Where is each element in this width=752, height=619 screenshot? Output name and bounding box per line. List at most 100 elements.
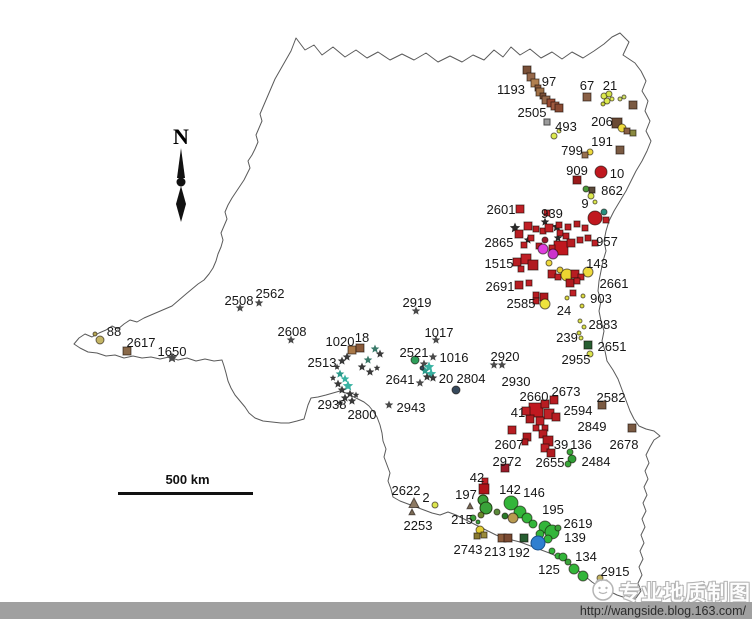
marker-label: 2508 [225, 293, 254, 308]
map-marker-st [352, 391, 360, 398]
marker-label: 2521 [400, 345, 429, 360]
map-marker-sq [543, 118, 551, 126]
marker-label: 2 [422, 490, 429, 505]
marker-label: 2513 [308, 355, 337, 370]
marker-label: 142 [499, 482, 521, 497]
map-marker-sq [546, 448, 556, 458]
marker-label: 2673 [552, 384, 581, 399]
marker-label: 903 [590, 291, 612, 306]
marker-label: 2920 [491, 349, 520, 364]
map-marker-ci [479, 501, 493, 515]
marker-label: 2651 [598, 339, 627, 354]
sample-labels: 1193 97 2505 67 21 493 206 191 799 909 10 862 9 2601 9… [107, 74, 639, 579]
marker-label: 2585 [507, 296, 536, 311]
marker-label: 2607 [495, 437, 524, 452]
map-marker-sq [556, 229, 564, 237]
map-marker-ci [475, 519, 481, 525]
map-marker-st [423, 361, 435, 372]
map-marker-ci [603, 97, 611, 105]
marker-label: 192 [508, 545, 530, 560]
map-marker-st [340, 374, 350, 383]
map-marker-sq [584, 234, 592, 242]
map-marker-sq [615, 145, 625, 155]
map-marker-ci [568, 563, 580, 575]
watermark-url[interactable]: http://wangside.blog.163.com/ [579, 603, 746, 618]
map-marker-sq [525, 414, 535, 424]
marker-label: 143 [586, 256, 608, 271]
map-marker-ci [521, 512, 533, 524]
map-marker-ci [586, 350, 594, 358]
marker-label: 2660 [520, 389, 549, 404]
marker-label: 191 [591, 134, 613, 149]
map-marker-st [166, 352, 178, 363]
map-marker-st [431, 335, 441, 344]
map-marker-st [411, 306, 421, 315]
map-marker-ci [578, 335, 584, 341]
map-marker-ci [592, 199, 598, 205]
map-marker-ci [564, 460, 572, 468]
map-marker-sq [514, 229, 524, 239]
marker-label: 197 [455, 487, 477, 502]
marker-label: 2484 [582, 454, 611, 469]
map-marker-ci [581, 324, 587, 330]
map-marker-sq [602, 216, 610, 224]
marker-label: 215 [451, 512, 473, 527]
marker-label: 2678 [610, 437, 639, 452]
marker-label: 2919 [403, 295, 432, 310]
map-marker-tr [408, 507, 416, 516]
marker-label: 125 [538, 562, 560, 577]
map-marker-ci [539, 298, 551, 310]
map-marker-ci [493, 508, 501, 516]
map-marker-sq [540, 399, 550, 409]
map-marker-sq [473, 532, 481, 540]
marker-label: 9 [581, 196, 588, 211]
marker-label: 1515 [485, 256, 514, 271]
scale-bar-label: 500 km [165, 472, 210, 487]
map-marker-sq [577, 273, 585, 281]
map-marker-ci [501, 512, 509, 520]
map-marker-sq [500, 463, 510, 473]
marker-label: 239 [556, 330, 578, 345]
marker-label: 957 [596, 234, 618, 249]
marker-label: 10 [610, 166, 624, 181]
map-marker-sq [517, 265, 525, 273]
marker-label: 88 [107, 324, 121, 339]
marker-label: 2972 [493, 454, 522, 469]
marker-label: 67 [580, 78, 594, 93]
map-marker-st [347, 396, 357, 405]
map-marker-ci [541, 236, 549, 244]
map-marker-sq [523, 221, 533, 231]
map-marker-sq [503, 533, 513, 543]
map-marker-ci [469, 514, 477, 522]
map-marker-ci [507, 512, 519, 524]
marker-label: 24 [557, 303, 571, 318]
map-marker-ci [587, 210, 603, 226]
map-marker-ci [587, 192, 595, 200]
map-marker-st [335, 369, 345, 378]
map-marker-ci [410, 355, 420, 365]
map-marker-sq [532, 297, 540, 305]
map-marker-sq [521, 438, 529, 446]
map-marker-sq [569, 289, 577, 297]
marker-label: 2930 [502, 374, 531, 389]
marker-label: 2655 [536, 455, 565, 470]
map-marker-ci [577, 570, 589, 582]
map-marker-sq [515, 204, 525, 214]
map-marker-sq [565, 278, 575, 288]
map-marker-st [337, 385, 347, 394]
map-marker-sq [629, 129, 637, 137]
map-marker-ci [550, 132, 558, 140]
marker-label: 41 [511, 405, 525, 420]
drc-border-path [73, 32, 661, 600]
map-marker-sq [122, 346, 132, 356]
marker-label: 134 [575, 549, 597, 564]
map-marker-sq [554, 103, 564, 113]
marker-label: 799 [561, 143, 583, 158]
map-marker-sq [480, 531, 488, 539]
watermark-brand-text: 专业地质制图 [619, 582, 751, 605]
marker-label: 2691 [486, 279, 515, 294]
marker-label: 97 [542, 74, 556, 89]
map-marker-ci [582, 185, 590, 193]
marker-label: 42 [470, 470, 484, 485]
